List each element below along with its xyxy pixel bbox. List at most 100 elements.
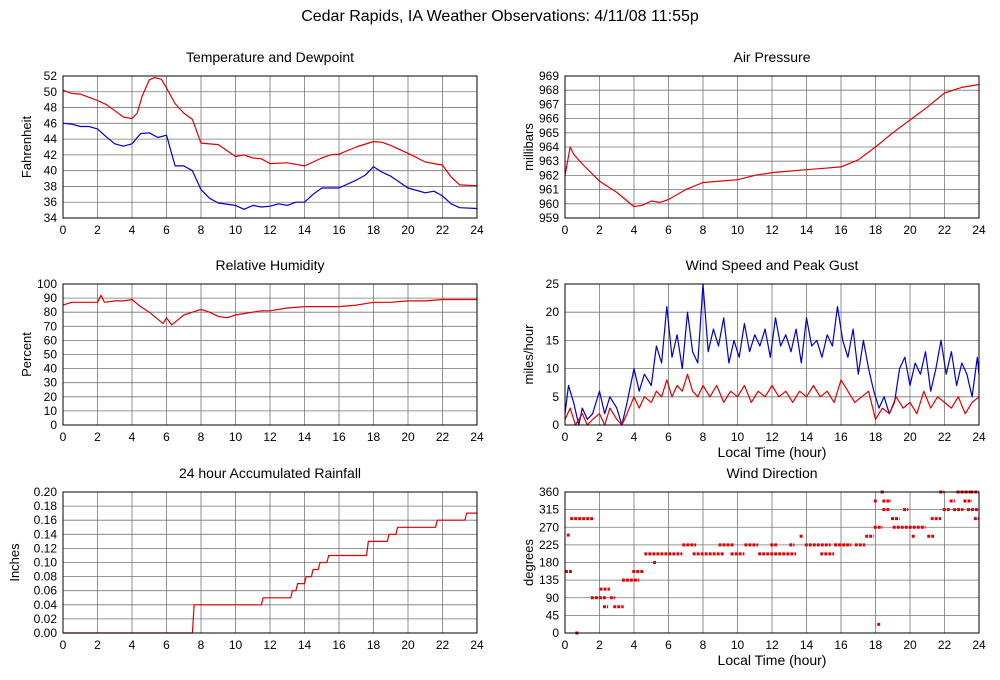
y-tick-label: 20 [44, 390, 58, 404]
x-tick-label: 10 [229, 223, 243, 237]
x-tick-label: 0 [562, 430, 569, 444]
x-tick-label: 2 [596, 638, 603, 652]
x-tick-label: 6 [163, 223, 170, 237]
x-tick-label: 16 [332, 430, 346, 444]
x-tick-label: 10 [229, 430, 243, 444]
x-tick-label: 14 [298, 223, 312, 237]
x-tick-label: 4 [129, 638, 136, 652]
y-tick-label: 959 [539, 211, 559, 225]
y-tick-label: 25 [546, 277, 560, 291]
y-tick-label: 40 [44, 362, 58, 376]
y-tick-label: 48 [44, 101, 58, 115]
plot-frame [564, 75, 980, 219]
x-tick-label: 8 [198, 638, 205, 652]
chart-title: 24 hour Accumulated Rainfall [179, 465, 361, 481]
y-tick-label: 0.18 [34, 499, 58, 513]
x-tick-label: 22 [436, 223, 450, 237]
x-tick-label: 6 [665, 638, 672, 652]
x-tick-label: 0 [60, 430, 67, 444]
x-tick-label: 22 [436, 430, 450, 444]
y-tick-label: 225 [539, 538, 559, 552]
x-tick-label: 20 [903, 638, 917, 652]
x-tick-label: 0 [562, 638, 569, 652]
x-tick-label: 18 [869, 430, 883, 444]
series-line-humidity-0 [62, 294, 477, 326]
y-tick-label: 38 [44, 179, 58, 193]
y-tick-label: 315 [539, 503, 559, 517]
x-tick-label: 24 [470, 430, 484, 444]
x-tick-label: 18 [367, 223, 381, 237]
x-tick-label: 18 [869, 638, 883, 652]
page-title: Cedar Rapids, IA Weather Observations: 4… [301, 8, 699, 25]
y-tick-label: 0.08 [34, 570, 58, 584]
x-tick-label: 10 [731, 430, 745, 444]
x-tick-label: 16 [332, 638, 346, 652]
x-tick-label: 24 [972, 638, 986, 652]
x-tick-label: 4 [631, 223, 638, 237]
y-tick-label: 70 [44, 319, 58, 333]
x-tick-label: 8 [198, 223, 205, 237]
x-tick-label: 22 [436, 638, 450, 652]
y-tick-label: 90 [546, 591, 560, 605]
y-tick-label: 100 [37, 277, 57, 291]
x-tick-label: 16 [834, 430, 848, 444]
y-tick-label: 0.06 [34, 584, 58, 598]
x-tick-label: 12 [263, 638, 277, 652]
x-tick-label: 24 [470, 223, 484, 237]
series-line-wind-0 [564, 283, 980, 426]
y-tick-label: 20 [546, 305, 560, 319]
y-tick-label: 0.12 [34, 541, 58, 555]
series-line-wind-1 [564, 373, 980, 426]
x-tick-label: 20 [903, 430, 917, 444]
x-tick-label: 12 [765, 638, 779, 652]
x-tick-label: 22 [938, 223, 952, 237]
y-tick-label: 30 [44, 376, 58, 390]
y-tick-label: 0 [552, 626, 559, 640]
x-tick-label: 22 [938, 430, 952, 444]
y-tick-label: 270 [539, 520, 559, 534]
y-tick-label: 34 [44, 211, 58, 225]
x-tick-label: 16 [332, 223, 346, 237]
x-tick-label: 20 [903, 223, 917, 237]
x-tick-label: 0 [60, 638, 67, 652]
x-tick-label: 24 [972, 223, 986, 237]
y-tick-label: 0 [552, 418, 559, 432]
y-tick-label: 968 [539, 83, 559, 97]
y-tick-label: 961 [539, 183, 559, 197]
y-tick-label: 0 [50, 418, 57, 432]
x-tick-label: 12 [263, 223, 277, 237]
x-tick-label: 2 [94, 638, 101, 652]
chart-title: Relative Humidity [216, 257, 325, 273]
x-tick-label: 24 [470, 638, 484, 652]
x-tick-label: 16 [834, 223, 848, 237]
x-tick-label: 4 [129, 223, 136, 237]
y-tick-label: 50 [44, 348, 58, 362]
x-tick-label: 8 [700, 430, 707, 444]
chart-title: Temperature and Dewpoint [186, 49, 354, 65]
x-tick-label: 22 [938, 638, 952, 652]
y-axis-label: Fahrenheit [19, 116, 34, 179]
chart-title: Air Pressure [733, 49, 810, 65]
series-line-rainfall-0 [63, 512, 477, 634]
x-tick-label: 8 [700, 638, 707, 652]
plot-frame [62, 75, 478, 219]
series-line-temperature-1 [62, 122, 478, 210]
x-tick-label: 2 [596, 430, 603, 444]
plot-frame [62, 491, 478, 634]
x-tick-label: 4 [631, 638, 638, 652]
y-tick-label: 50 [44, 85, 58, 99]
y-tick-label: 0.00 [34, 626, 58, 640]
x-tick-label: 10 [731, 223, 745, 237]
x-tick-label: 12 [765, 430, 779, 444]
x-tick-label: 12 [765, 223, 779, 237]
x-tick-label: 2 [94, 430, 101, 444]
x-tick-label: 16 [834, 638, 848, 652]
plot-frame [564, 491, 980, 634]
y-tick-label: 180 [539, 556, 559, 570]
y-tick-label: 44 [44, 132, 58, 146]
